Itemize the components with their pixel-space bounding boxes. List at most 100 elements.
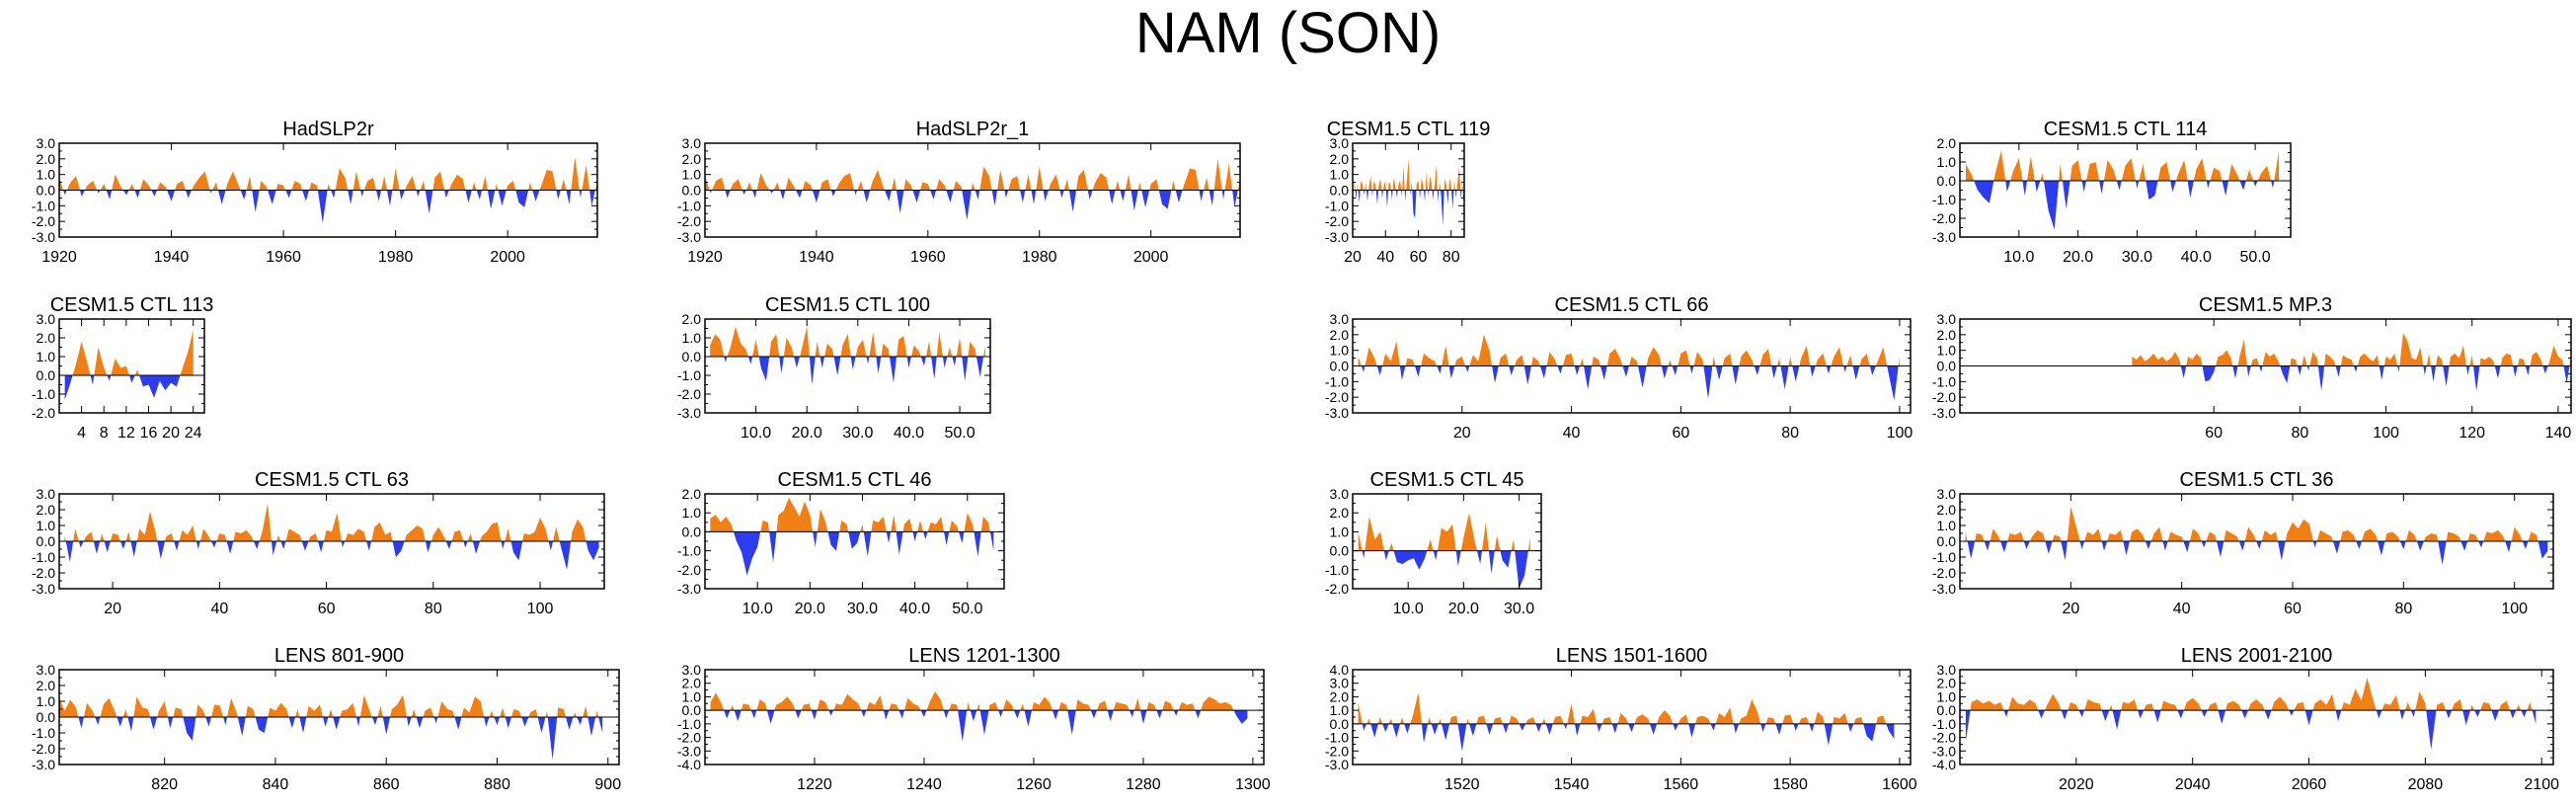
x-tick-label: 50.0: [944, 425, 975, 442]
y-tick-label: 3.0: [1330, 486, 1350, 502]
y-tick-label: -1.0: [1325, 198, 1349, 213]
x-tick-label: 10.0: [1393, 601, 1424, 617]
y-tick-label: -1.0: [677, 367, 701, 383]
panel-16: LENS 2001-2100 -4.0-3.0-2.0-1.00.01.02.03…: [1932, 645, 2559, 793]
x-tick-label: 2060: [2292, 776, 2327, 793]
y-tick-label: 2.0: [682, 151, 702, 167]
panel-13: LENS 801-900 -3.0-2.0-1.00.01.02.03.0 820 8…: [32, 645, 621, 793]
series-negative-fill: [733, 531, 994, 576]
y-tick-label: 3.0: [1937, 311, 1957, 327]
y-tick-label: -1.0: [1932, 192, 1956, 207]
panel-10: CESM1.5 CTL 46 -3.0 -2.0 -1.0 0.0 1.0 2.0 10.0 2…: [677, 469, 1005, 617]
plot-frame: [1959, 142, 2292, 238]
y-tick-label: -3.0: [677, 229, 701, 245]
series-positive-fill: [59, 694, 599, 717]
x-tick-label: 20: [1453, 425, 1471, 442]
y-tick-label: -2.0: [1325, 389, 1349, 405]
y-tick-label: -2.0: [1325, 581, 1349, 597]
x-tick-label: 40: [1563, 425, 1581, 442]
y-tick-label: -1.0: [1932, 549, 1956, 565]
x-tick-label: 20.0: [2063, 249, 2093, 266]
y-tick-label: -2.0: [677, 386, 701, 402]
panel-title: HadSLP2r: [282, 119, 374, 140]
x-tick-label: 10.0: [742, 601, 773, 617]
x-tick-label: 1520: [1444, 776, 1480, 793]
panel-title: CESM1.5 CTL 45: [1370, 469, 1524, 491]
y-tick-label: -2.0: [1325, 743, 1349, 759]
panel-12: CESM1.5 CTL 36 -3.0-2.0-1.00.01.02.03.0 20…: [1932, 469, 2554, 617]
y-tick-label: -1.0: [677, 198, 701, 213]
series-negative-fill: [724, 357, 984, 385]
y-tick-label: 3.0: [37, 311, 56, 327]
y-tick-label: -2.0: [32, 565, 55, 581]
y-tick-label: 0.0: [37, 367, 56, 383]
y-tick-label: 1.0: [37, 349, 56, 364]
y-tick-label: -2.0: [32, 213, 55, 229]
x-tick-label: 1540: [1554, 776, 1590, 793]
x-tick-label: 20.0: [795, 601, 825, 617]
y-tick-label: -1.0: [677, 716, 701, 732]
x-tick-label: 860: [373, 776, 400, 793]
series-positive-fill: [72, 330, 194, 375]
y-tick-label: 0.0: [1330, 543, 1350, 559]
y-tick-label: 2.0: [37, 330, 56, 346]
panel-title: LENS 1501-1600: [1556, 645, 1707, 667]
x-tick-label: 2040: [2175, 776, 2211, 793]
y-tick-label: 1.0: [1330, 343, 1350, 359]
x-tick-label: 50.0: [2240, 249, 2271, 266]
y-tick-label: 0.0: [37, 533, 56, 549]
x-tick-label: 1980: [378, 249, 414, 266]
x-tick-label: 16: [140, 425, 158, 442]
panel-3: CESM1.5 CTL 119 -3.0-2.0-1.00.01.02.03.0 2…: [1325, 119, 1490, 266]
series-positive-fill: [2132, 333, 2571, 366]
panel-5: CESM1.5 CTL 113 -2.0 -1.0 0.0 1.0 2.0 3.0 4 8 12 1…: [32, 294, 213, 442]
series-negative-fill: [709, 190, 1238, 220]
panel-title: LENS 2001-2100: [2181, 645, 2332, 667]
y-tick-label: 0.0: [37, 709, 56, 725]
x-tick-label: 1300: [1235, 776, 1271, 793]
y-tick-label: 0.0: [682, 349, 702, 364]
y-tick-label: -1.0: [677, 543, 701, 559]
x-tick-label: 20.0: [792, 425, 822, 442]
x-tick-label: 1220: [797, 776, 832, 793]
y-tick-label: 1.0: [1937, 688, 1957, 704]
y-tick-label: -3.0: [677, 581, 701, 597]
y-tick-label: 1.0: [682, 505, 702, 521]
panel-title: CESM1.5 CTL 113: [50, 294, 214, 316]
panel-title: HadSLP2r_1: [916, 119, 1030, 140]
y-tick-label: 2.0: [37, 502, 56, 518]
x-tick-label: 80: [2394, 601, 2412, 617]
series-positive-fill: [64, 503, 586, 541]
y-tick-label: 3.0: [682, 135, 702, 151]
x-tick-label: 900: [594, 776, 621, 793]
y-tick-label: 0.0: [1330, 183, 1350, 199]
x-tick-label: 2000: [490, 249, 525, 266]
x-tick-label: 60: [1672, 425, 1689, 442]
y-tick-label: -3.0: [32, 581, 55, 597]
series-positive-fill: [1358, 334, 1900, 366]
y-tick-label: 0.0: [682, 702, 702, 718]
panel-8: CESM1.5 MP.3 -3.0-2.0-1.00.01.02.03.0 60 80…: [1932, 294, 2572, 442]
series-positive-fill: [1965, 150, 2280, 181]
y-tick-label: -2.0: [1932, 389, 1956, 405]
x-tick-label: 120: [2459, 425, 2485, 442]
x-tick-label: 40: [2173, 601, 2191, 617]
y-tick-label: -1.0: [1325, 730, 1349, 746]
panel-1: HadSLP2r -3.0-2.0-1.00.01.02.03.0 1920 1940…: [32, 119, 598, 266]
x-tick-label: 840: [263, 776, 289, 793]
panel-title: CESM1.5 CTL 114: [2044, 119, 2208, 140]
y-tick-label: -2.0: [1932, 730, 1956, 746]
y-tick-label: 1.0: [682, 167, 702, 183]
y-tick-label: 2.0: [1937, 502, 1957, 518]
series-negative-fill: [63, 190, 595, 223]
y-tick-label: 1.0: [37, 167, 56, 183]
x-tick-label: 40.0: [899, 601, 930, 617]
y-tick-label: -2.0: [1932, 210, 1956, 226]
x-tick-label: 50.0: [952, 601, 982, 617]
series-negative-fill: [1967, 541, 2548, 565]
series-positive-fill: [1970, 678, 2533, 711]
x-tick-label: 1980: [1022, 249, 1057, 266]
y-tick-label: -3.0: [1932, 743, 1956, 759]
y-tick-label: -3.0: [32, 229, 55, 245]
